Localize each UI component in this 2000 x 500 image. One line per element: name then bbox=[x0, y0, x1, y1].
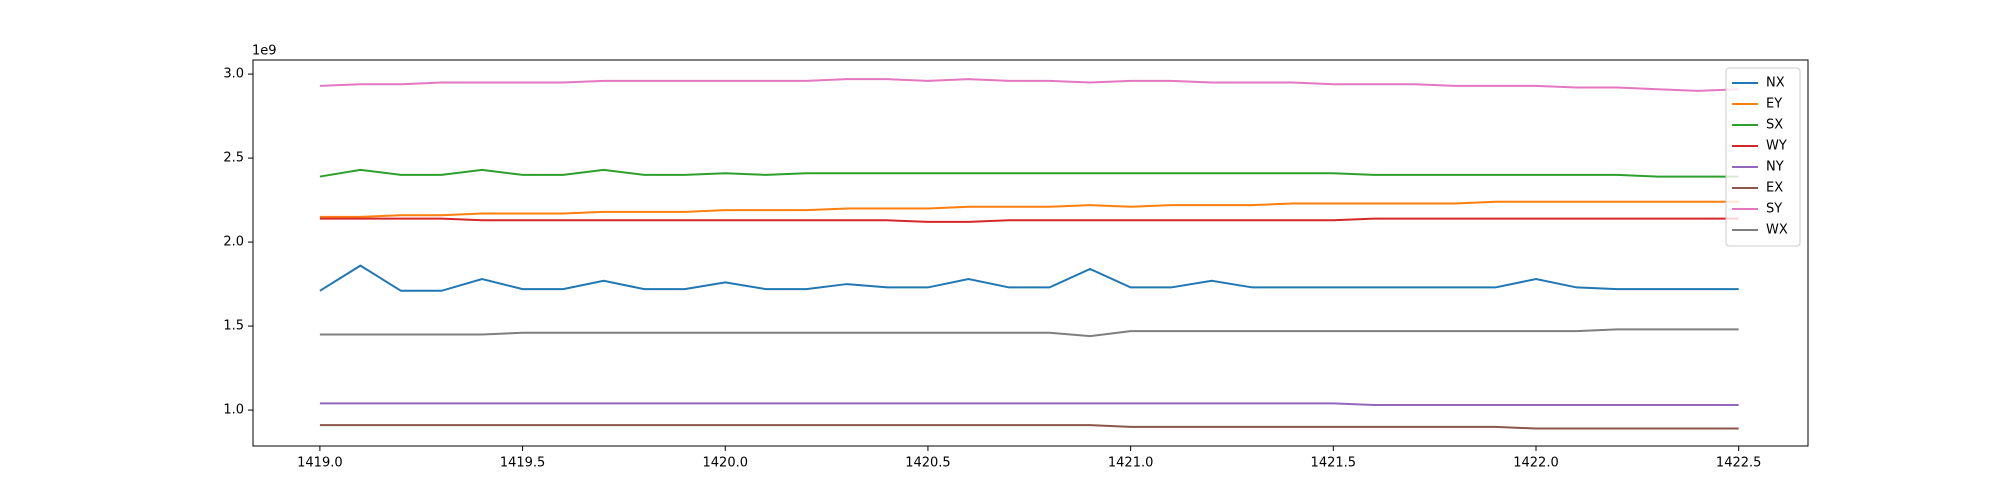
x-tick-label: 1422.5 bbox=[1716, 456, 1762, 471]
legend-label: EX bbox=[1766, 181, 1783, 196]
x-tick-label: 1419.0 bbox=[297, 456, 343, 471]
legend-label: WX bbox=[1766, 223, 1788, 238]
legend-label: EY bbox=[1766, 97, 1782, 112]
y-tick-label: 3.0 bbox=[223, 67, 244, 82]
y-tick-label: 2.5 bbox=[223, 151, 244, 166]
x-tick-label: 1420.0 bbox=[703, 456, 749, 471]
series-line bbox=[319, 200, 1739, 218]
series-line bbox=[319, 168, 1739, 178]
series-line bbox=[319, 78, 1739, 92]
series-line bbox=[319, 328, 1739, 338]
series-line bbox=[319, 264, 1739, 292]
y-tick-label: 1.0 bbox=[223, 403, 244, 418]
series-line bbox=[319, 402, 1739, 407]
legend-label: NX bbox=[1766, 76, 1785, 91]
x-tick-label: 1422.0 bbox=[1513, 456, 1559, 471]
legend-label: NY bbox=[1766, 160, 1784, 175]
series-line bbox=[319, 217, 1739, 223]
legend-label: SY bbox=[1766, 202, 1782, 217]
x-tick-label: 1421.5 bbox=[1311, 456, 1357, 471]
legend-label: SX bbox=[1766, 118, 1783, 133]
x-tick-label: 1421.0 bbox=[1108, 456, 1154, 471]
y-offset-label: 1e9 bbox=[252, 44, 277, 59]
y-tick-label: 2.0 bbox=[223, 235, 244, 250]
legend-box bbox=[1725, 67, 1801, 247]
x-tick-label: 1419.5 bbox=[500, 456, 546, 471]
legend-label: WY bbox=[1766, 139, 1787, 154]
x-tick-label: 1420.5 bbox=[905, 456, 951, 471]
y-tick-label: 1.5 bbox=[223, 319, 244, 334]
plot-frame bbox=[252, 59, 1809, 447]
series-line bbox=[319, 424, 1739, 430]
